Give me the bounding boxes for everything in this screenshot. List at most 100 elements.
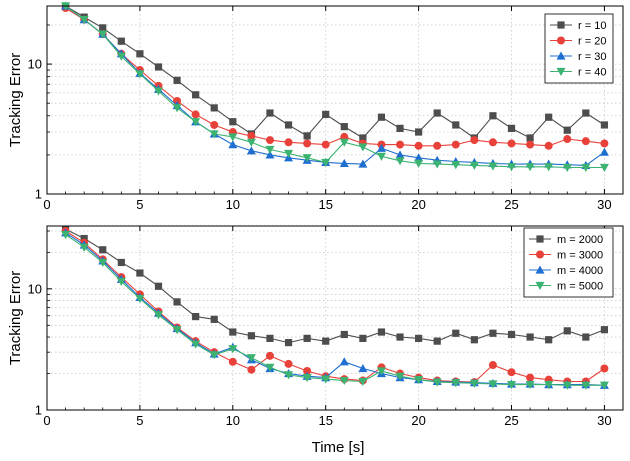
legend: m = 2000 m = 3000 m = 4000 m = 5000 xyxy=(523,227,614,298)
data-point-s1 xyxy=(322,110,330,118)
data-point-s1 xyxy=(600,121,609,129)
legend-marker-3 xyxy=(556,51,566,60)
data-point-s1 xyxy=(489,329,497,337)
data-point-s1 xyxy=(433,337,441,345)
data-point-s4 xyxy=(228,345,238,354)
x-tick-label: 25 xyxy=(504,197,518,212)
data-point-s4 xyxy=(581,381,591,390)
data-point-s1 xyxy=(415,128,423,136)
data-point-s2 xyxy=(507,368,516,377)
data-point-s4 xyxy=(469,161,479,170)
data-point-s1 xyxy=(229,328,237,336)
data-point-s1 xyxy=(80,234,88,243)
data-point-s4 xyxy=(191,118,201,127)
data-point-s4 xyxy=(469,379,479,388)
data-point-s4 xyxy=(432,160,442,169)
data-point-s1 xyxy=(452,121,460,129)
data-point-s2 xyxy=(488,138,497,147)
data-point-s1 xyxy=(359,134,367,142)
data-point-s1 xyxy=(210,315,218,323)
data-point-s2 xyxy=(507,139,516,148)
y-axis-title: Tracking Error xyxy=(7,53,24,147)
data-point-s2 xyxy=(600,139,609,148)
data-point-s1 xyxy=(377,113,386,121)
data-point-s1 xyxy=(154,63,163,71)
data-point-s4 xyxy=(525,163,535,172)
data-point-s4 xyxy=(395,372,405,381)
data-point-s4 xyxy=(414,376,424,385)
y-tick-label: 1 xyxy=(35,187,42,202)
data-point-s2 xyxy=(396,140,405,149)
data-point-s1 xyxy=(136,50,144,58)
axes-frame xyxy=(46,225,624,411)
x-tick-label: 0 xyxy=(43,197,50,212)
data-point-s4 xyxy=(135,70,145,79)
y-axis-title: Tracking Error xyxy=(7,271,24,365)
data-point-s4 xyxy=(61,231,71,240)
data-point-s4 xyxy=(507,381,517,390)
data-point-s4 xyxy=(395,157,405,166)
data-point-s4 xyxy=(544,163,554,172)
data-point-s1 xyxy=(284,121,293,129)
data-point-s4 xyxy=(302,374,312,383)
data-point-s4 xyxy=(376,367,386,376)
data-point-s4 xyxy=(321,158,331,167)
legend-label-3: m = 4000 xyxy=(557,265,603,277)
data-point-s2 xyxy=(173,96,182,105)
legend-label-1: m = 2000 xyxy=(557,234,603,246)
legend-label-1: r = 10 xyxy=(578,20,606,32)
x-tick-label: 15 xyxy=(318,197,332,212)
data-point-s4 xyxy=(246,138,256,147)
data-point-s4 xyxy=(172,104,182,113)
data-point-s4 xyxy=(321,375,331,384)
data-point-s1 xyxy=(266,334,274,342)
data-point-s1 xyxy=(545,113,553,121)
data-point-s2 xyxy=(284,359,293,368)
x-tick-label: 20 xyxy=(411,413,425,428)
data-point-s3 xyxy=(599,147,609,156)
data-point-s1 xyxy=(340,123,348,131)
data-point-s4 xyxy=(376,152,386,161)
data-point-s4 xyxy=(265,363,275,372)
data-point-s3 xyxy=(265,150,275,159)
data-point-s2 xyxy=(526,140,535,149)
data-point-s1 xyxy=(563,126,571,134)
data-point-s1 xyxy=(526,134,534,142)
data-point-s2 xyxy=(228,357,237,366)
data-point-s1 xyxy=(117,37,125,45)
data-point-s1 xyxy=(136,269,144,277)
x-tick-label: 10 xyxy=(226,197,240,212)
data-point-s4 xyxy=(451,379,461,388)
data-point-s4 xyxy=(544,381,554,390)
data-point-s1 xyxy=(507,124,516,132)
data-point-s2 xyxy=(265,351,274,360)
data-point-s4 xyxy=(414,159,424,168)
data-point-s2 xyxy=(526,373,535,382)
data-point-s4 xyxy=(599,163,609,172)
data-point-s2 xyxy=(470,136,479,145)
data-point-s4 xyxy=(265,145,275,155)
data-point-s2 xyxy=(210,120,219,129)
legend-label-4: m = 5000 xyxy=(557,281,603,293)
data-point-s2 xyxy=(284,138,293,147)
data-point-s1 xyxy=(582,109,590,117)
data-point-s1 xyxy=(154,282,163,290)
data-point-s3 xyxy=(339,357,349,366)
data-point-s4 xyxy=(284,149,294,159)
y-tick-label: 10 xyxy=(28,57,42,72)
data-point-s1 xyxy=(266,109,274,117)
x-tick-label: 5 xyxy=(136,413,143,428)
data-point-s2 xyxy=(247,131,256,140)
data-point-s2 xyxy=(265,136,274,145)
data-point-s3 xyxy=(358,159,368,168)
data-point-s1 xyxy=(192,312,200,321)
legend-marker-1 xyxy=(536,235,544,243)
x-axis-title: Time [s] xyxy=(312,439,365,456)
data-point-s4 xyxy=(79,16,89,25)
data-point-s2 xyxy=(303,139,312,148)
data-point-s4 xyxy=(488,380,498,389)
data-point-s2 xyxy=(581,137,590,146)
data-point-s1 xyxy=(526,333,534,341)
data-point-s2 xyxy=(191,110,200,119)
